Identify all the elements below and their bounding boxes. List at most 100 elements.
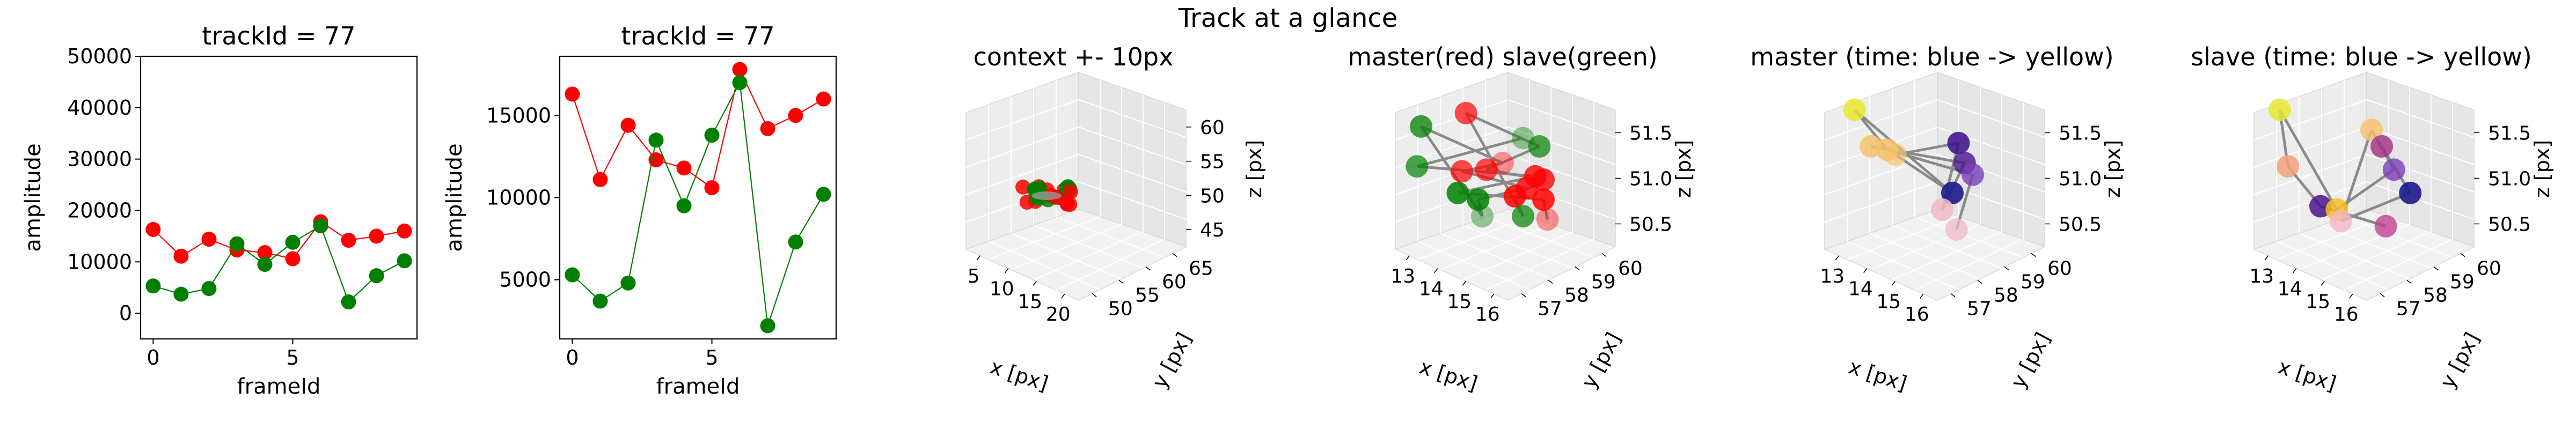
- data-point: [369, 268, 384, 284]
- y-tick: [2433, 266, 2439, 271]
- chart-title: master(red) slave(green): [1348, 42, 1657, 71]
- floor-grid-line: [1914, 217, 2024, 258]
- floor-grid-line: [1485, 239, 1594, 291]
- data-point: [788, 108, 803, 123]
- z-tick-label: 50.5: [1629, 214, 1672, 236]
- data-point: [2277, 155, 2300, 178]
- z-tick-label: 50: [1200, 185, 1225, 207]
- floor-grid-line: [1485, 217, 1594, 258]
- data-point: [2399, 181, 2422, 204]
- y-tick-label: 59: [2450, 271, 2475, 293]
- y-tick: [1575, 266, 1580, 271]
- x-tick-label: 5: [286, 346, 299, 369]
- z-tick-label: 50.5: [2059, 214, 2102, 236]
- z-axis-label: z [px]: [1672, 140, 1695, 198]
- data-point: [816, 187, 831, 202]
- x-tick: [2349, 293, 2353, 299]
- data-point: [648, 152, 664, 168]
- y-tick: [2380, 293, 2385, 298]
- wall-grid-line: [965, 99, 1079, 140]
- y-tick-label: 10000: [486, 186, 551, 210]
- floor-grid-line: [1847, 241, 1959, 290]
- x-axis-label: frameId: [656, 374, 740, 399]
- y-tick: [1601, 253, 1607, 257]
- series-line-0: [152, 221, 405, 260]
- floor-grid-line: [1892, 225, 2002, 269]
- data-point: [257, 257, 273, 272]
- data-point: [2360, 119, 2383, 141]
- data-point: [1931, 198, 1953, 221]
- data-point: [313, 218, 328, 234]
- x-tick: [1462, 280, 1466, 286]
- data-point: [760, 318, 775, 334]
- trajectory-line: [2278, 109, 2338, 211]
- y-tick: [2031, 253, 2036, 257]
- data-point: [341, 294, 356, 310]
- x-tick-label: 15: [1018, 291, 1042, 313]
- x-tick-label: 16: [1475, 304, 1500, 326]
- y-tick-label: 58: [1994, 285, 2018, 307]
- data-point: [285, 234, 301, 250]
- floor-grid-line: [1869, 233, 1981, 279]
- data-point: [760, 121, 775, 136]
- wall-grid-line: [1078, 154, 1187, 193]
- floor-pane: [2252, 209, 2475, 301]
- chart-title: trackId = 77: [202, 21, 355, 50]
- y-tick-label: 5000: [499, 268, 551, 292]
- floor-grid-line: [2344, 217, 2453, 258]
- z-tick-label: 45: [1200, 219, 1225, 241]
- floor-grid-line: [1033, 231, 1144, 280]
- floor-grid-line: [1056, 217, 1165, 258]
- floor-grid-line: [1462, 231, 1573, 280]
- data-point: [145, 221, 161, 237]
- z-tick-label: 51.5: [1629, 123, 1672, 145]
- z-tick-label: 60: [1200, 117, 1225, 139]
- wall-grid-line: [2253, 127, 2367, 168]
- wall-grid-line: [965, 154, 1079, 195]
- z-axis-label: z [px]: [2530, 140, 2554, 198]
- data-point: [1843, 98, 1866, 121]
- floor-grid-line: [1440, 233, 1552, 279]
- z-axis-label: z [px]: [2101, 140, 2125, 198]
- y-tick-label: 50000: [67, 45, 132, 68]
- data-point: [173, 286, 189, 302]
- floor-grid-line: [988, 216, 1101, 260]
- x-tick-label: 15: [2306, 291, 2330, 313]
- x-tick-label: 14: [1419, 278, 1444, 300]
- floor-grid-line: [1462, 225, 1573, 269]
- data-point: [620, 117, 636, 133]
- y-tick-label: 60: [1162, 271, 1187, 293]
- x-tick-label: 13: [2249, 265, 2274, 287]
- y-tick-label: 40000: [67, 96, 132, 120]
- x-tick: [1434, 268, 1438, 273]
- floor-grid-line: [2276, 241, 2389, 290]
- data-point: [1454, 102, 1477, 124]
- z-tick-label: 51.0: [2488, 168, 2531, 190]
- series-line-1: [572, 80, 824, 326]
- x-tick: [1920, 293, 1924, 299]
- data-point: [592, 293, 608, 309]
- trajectory-line: [1031, 191, 1062, 200]
- x-tick: [1891, 280, 1896, 286]
- data-point: [1962, 163, 1984, 186]
- data-point: [341, 233, 356, 248]
- floor-grid-line: [2276, 216, 2389, 260]
- x-tick-label: 13: [1820, 265, 1845, 287]
- data-point: [397, 223, 412, 239]
- y-tick-label: 15000: [486, 103, 551, 127]
- x-tick-label: 20: [1046, 304, 1071, 326]
- wall-grid-line: [1507, 127, 1616, 165]
- x-tick: [2321, 280, 2325, 286]
- wall-grid-line: [2253, 99, 2367, 140]
- y-tick: [2460, 253, 2465, 257]
- wall-grid-line: [1078, 181, 1187, 220]
- figure-suptitle: Track at a glance: [1178, 3, 1398, 33]
- data-point: [1503, 185, 1526, 208]
- x-tick-label: 15: [1447, 291, 1472, 313]
- floor-grid-line: [1033, 225, 1144, 269]
- data-point: [145, 278, 161, 294]
- y-tick-label: 65: [1189, 258, 1213, 280]
- z-tick-label: 51.0: [1629, 168, 1672, 190]
- data-point: [620, 275, 636, 291]
